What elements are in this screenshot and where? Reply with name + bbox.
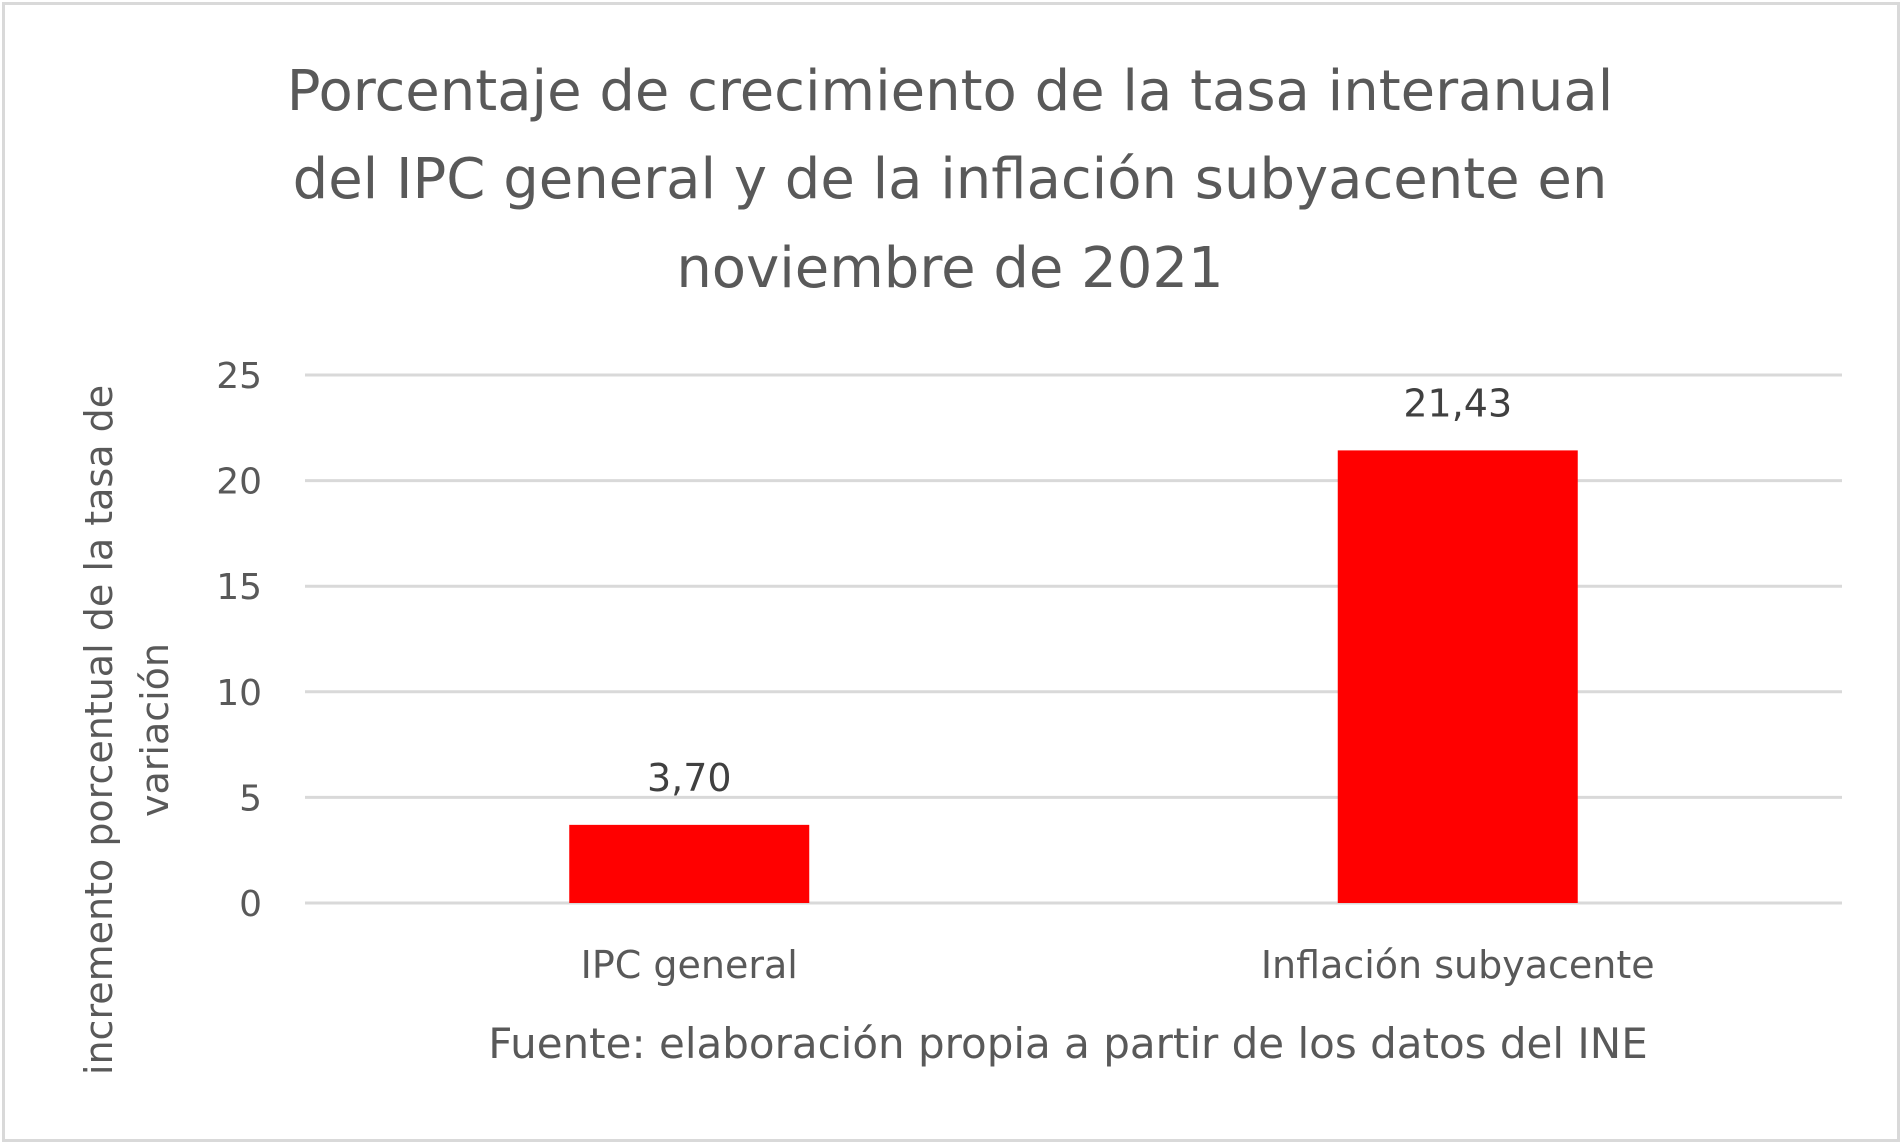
chart-title-line-1: Porcentaje de crecimiento de la tasa int… bbox=[287, 59, 1614, 124]
chart-title-line-2: del IPC general y de la inflación subyac… bbox=[293, 147, 1608, 212]
y-tick-label: 15 bbox=[216, 567, 262, 608]
y-tick-label: 20 bbox=[216, 462, 262, 503]
y-tick-label: 0 bbox=[239, 884, 262, 925]
bar-2 bbox=[1337, 450, 1578, 903]
x-axis-category-labels: IPC general Inflación subyacente bbox=[581, 943, 1655, 987]
x-category-label-2: Inflación subyacente bbox=[1261, 943, 1655, 987]
y-tick-label: 10 bbox=[216, 673, 262, 714]
data-label-2: 21,43 bbox=[1403, 381, 1512, 425]
y-axis-title-line-1: incremento porcentual de la tasa de bbox=[77, 385, 121, 1075]
y-axis-tick-labels: 0 5 10 15 20 25 bbox=[216, 356, 262, 925]
gridlines bbox=[305, 373, 1842, 905]
y-tick-label: 5 bbox=[239, 778, 262, 819]
y-axis-title: incremento porcentual de la tasa de vari… bbox=[77, 385, 177, 1075]
chart-title: Porcentaje de crecimiento de la tasa int… bbox=[287, 59, 1614, 301]
y-axis-title-line-2: variación bbox=[133, 643, 177, 817]
data-label-1: 3,70 bbox=[647, 756, 732, 800]
chart-title-line-3: noviembre de 2021 bbox=[676, 236, 1223, 301]
y-tick-label: 25 bbox=[216, 356, 262, 397]
bars bbox=[569, 450, 1578, 903]
data-labels: 3,70 21,43 bbox=[647, 381, 1512, 799]
bar-1 bbox=[569, 824, 810, 903]
x-axis-title: Fuente: elaboración propia a partir de l… bbox=[488, 1019, 1648, 1068]
x-category-label-1: IPC general bbox=[581, 943, 798, 987]
